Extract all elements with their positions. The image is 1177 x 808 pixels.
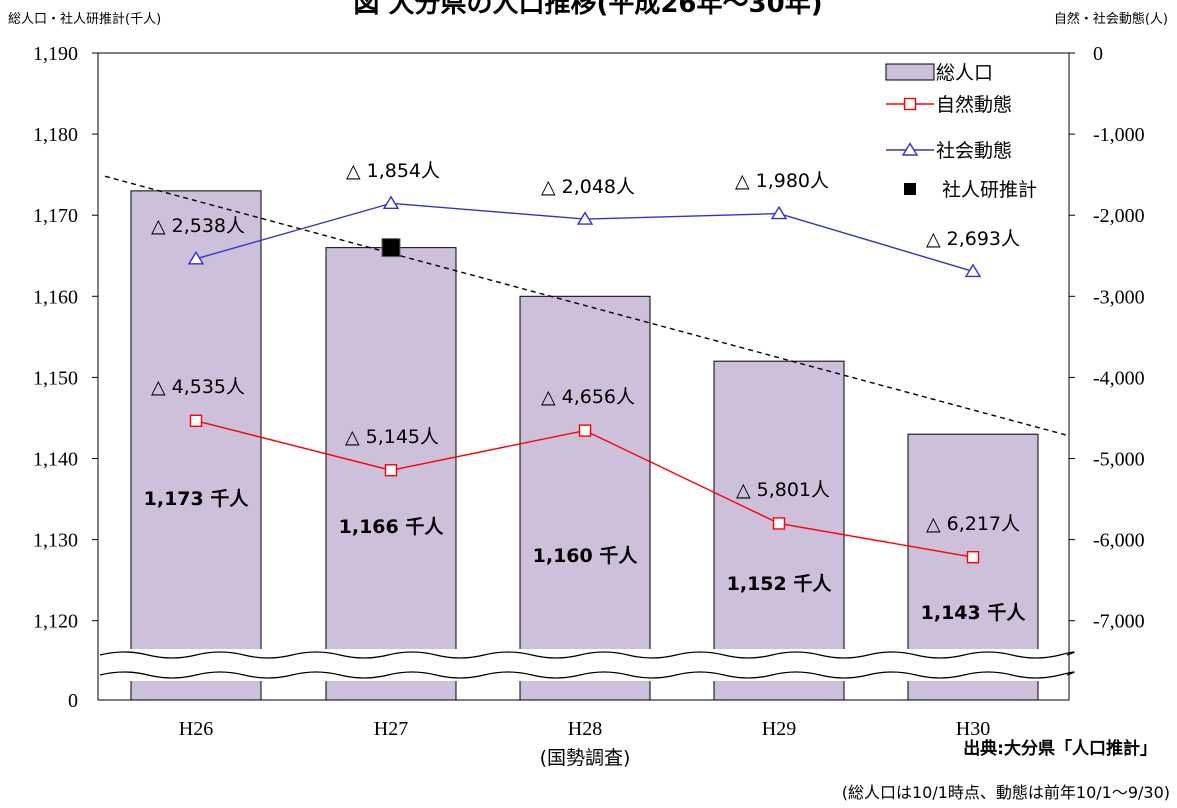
right-tick-label: -4,000: [1093, 367, 1145, 389]
triangle-marker: [576, 211, 594, 225]
bar-value-label: 1,173 千人: [144, 488, 250, 510]
point-label: △ 2,538人: [151, 215, 245, 237]
bar-H26: [130, 190, 262, 701]
trend-line: [104, 175, 1070, 437]
x-tick-sublabel: (国勢調査): [540, 747, 631, 769]
point-label: △ 2,048人: [541, 176, 635, 198]
bar-value-label: 1,160 千人: [533, 545, 639, 567]
left-axis-label: 総人口・社人研推計(千人): [8, 11, 161, 27]
legend-label: 総人口: [936, 62, 993, 84]
left-tick-label: 1,190: [33, 43, 78, 65]
x-tick-label: H28: [568, 718, 602, 740]
triangle-marker: [187, 250, 205, 265]
estimate-marker: [381, 238, 401, 258]
square-marker: [578, 424, 592, 437]
left-tick-label: 1,180: [33, 124, 78, 146]
square-marker: [966, 550, 980, 564]
x-tick-label: H29: [762, 718, 796, 740]
square-marker: [189, 414, 203, 427]
point-label: △ 4,535人: [151, 376, 245, 398]
left-tick-label: 1,130: [33, 530, 78, 552]
period-note: (総人口は10/1時点、動態は前年10/1〜9/30): [842, 783, 1170, 802]
line-series: △ 4,535人 △ 5,145人 △ 4,656人 △ 5,801人 △ 6,217人…: [151, 160, 1020, 564]
left-tick-label: 1,120: [33, 611, 78, 633]
right-tick-label: -1,000: [1093, 124, 1145, 146]
point-label: △ 4,656人: [541, 386, 635, 408]
legend-marker-social: [901, 142, 919, 156]
axis-break: [99, 649, 1075, 681]
bar-H28: [519, 295, 651, 701]
x-tick-label: H30: [956, 718, 990, 740]
point-label: △ 6,217人: [926, 513, 1020, 535]
point-label: △ 5,801人: [736, 479, 830, 501]
source-note: 出典:大分県「人口推計」: [963, 738, 1157, 759]
x-tick-label: H26: [179, 718, 213, 740]
axis-break-line-bottom: [99, 671, 1075, 679]
right-tick-label: -6,000: [1093, 530, 1145, 552]
right-tick-label: -7,000: [1093, 611, 1145, 633]
bar-value-label: 1,152 千人: [727, 573, 833, 595]
right-tick-label: -3,000: [1093, 286, 1145, 308]
left-tick-label: 1,170: [33, 205, 78, 227]
axis-break-line-top: [99, 651, 1075, 659]
legend-label: 社人研推計: [942, 179, 1037, 201]
legend-marker-natural: [903, 97, 917, 111]
point-label: △ 2,693人: [926, 228, 1020, 250]
left-tick-label-zero: 0: [68, 690, 78, 712]
legend-label: 社会動態: [936, 140, 1012, 162]
legend-marker-estimate: [904, 183, 916, 195]
x-axis: H26 H27 H28 (国勢調査) H29 H30: [179, 718, 990, 769]
left-tick-label: 1,160: [33, 286, 78, 308]
left-axis: 1,190 1,180 1,170 1,160 1,150 1,140 1,130 1,120…: [33, 43, 98, 712]
legend-label: 自然動態: [936, 94, 1012, 116]
right-tick-label: 0: [1093, 43, 1103, 65]
point-label: △ 1,980人: [735, 170, 829, 192]
left-tick-label: 1,150: [33, 367, 78, 389]
triangle-marker: [382, 195, 400, 210]
x-tick-label: H27: [374, 718, 408, 740]
bar-series: 1,173 千人 1,166 千人 1,160 千人 1,152 千人 1,143 千人: [130, 190, 1039, 701]
left-tick-label: 1,140: [33, 449, 78, 471]
bar-value-label: 1,166 千人: [339, 516, 445, 538]
square-marker: [772, 517, 786, 530]
point-label: △ 1,854人: [346, 160, 440, 182]
chart-title: 図 大分県の人口推移(平成26年〜30年): [353, 0, 822, 19]
trendline: [104, 175, 1070, 437]
legend-swatch-bar: [885, 63, 935, 81]
bar-value-label: 1,143 千人: [921, 602, 1027, 624]
triangle-marker: [964, 263, 982, 278]
right-tick-label: -2,000: [1093, 205, 1145, 227]
point-label: △ 5,145人: [345, 426, 439, 448]
right-axis: 0 -1,000 -2,000 -3,000 -4,000 -5,000 -6,000 -7,…: [1069, 43, 1145, 633]
right-axis-label: 自然・社会動態(人): [1054, 11, 1168, 27]
square-marker: [384, 464, 398, 477]
right-tick-label: -5,000: [1093, 449, 1145, 471]
triangle-marker: [770, 205, 788, 220]
